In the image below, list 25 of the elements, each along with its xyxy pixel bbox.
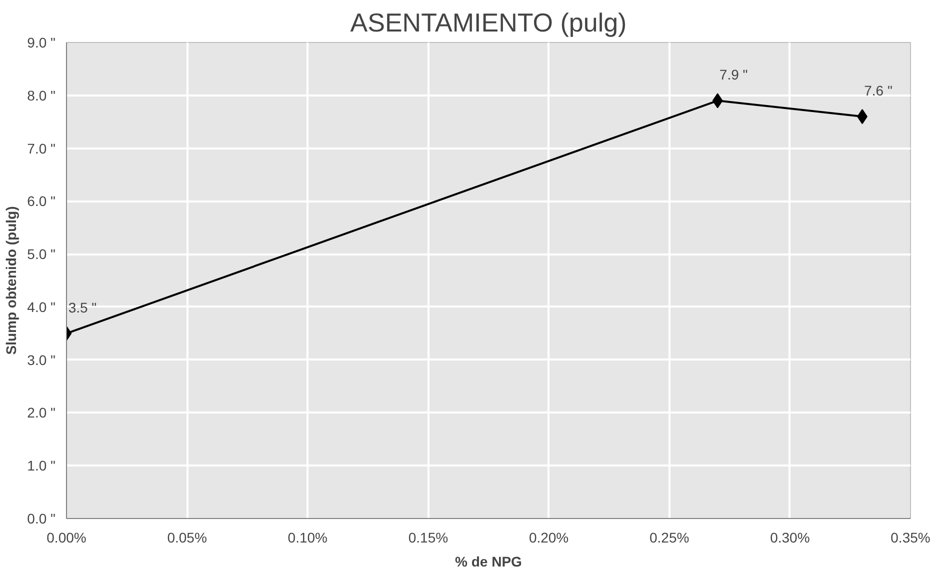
y-tick-label: 1.0 " — [27, 458, 56, 474]
data-label: 7.9 " — [719, 66, 748, 83]
data-label: 7.6 " — [864, 82, 892, 99]
y-tick-label: 3.0 " — [27, 352, 56, 368]
y-tick-label: 7.0 " — [27, 140, 56, 156]
x-tick-label: 0.35% — [890, 530, 930, 546]
chart-title: ASENTAMIENTO (pulg) — [350, 8, 627, 38]
data-label: 3.5 " — [68, 299, 97, 316]
y-tick-label: 6.0 " — [27, 193, 56, 210]
point — [712, 93, 723, 108]
y-axis-title: Slump obtenido (pulg) — [3, 206, 20, 355]
x-tick-label: 0.20% — [528, 530, 569, 546]
y-tick-label: 5.0 " — [27, 246, 56, 262]
x-tick-label: 0.15% — [408, 530, 448, 546]
y-tick-label: 2.0 " — [27, 404, 56, 421]
x-tick-label: 0.00% — [46, 530, 86, 546]
y-tick-label: 0.0 " — [27, 510, 56, 526]
y-tick-label: 4.0 " — [27, 298, 56, 315]
y-tick-label: 8.0 " — [27, 87, 56, 104]
x-tick-label: 0.10% — [288, 530, 328, 546]
y-tick-label: 9.0 " — [27, 34, 56, 50]
x-tick-label: 0.25% — [650, 530, 690, 546]
x-axis-title: % de NPG — [455, 554, 522, 570]
x-tick-label: 0.30% — [770, 530, 810, 546]
x-tick-label: 0.05% — [167, 530, 207, 546]
